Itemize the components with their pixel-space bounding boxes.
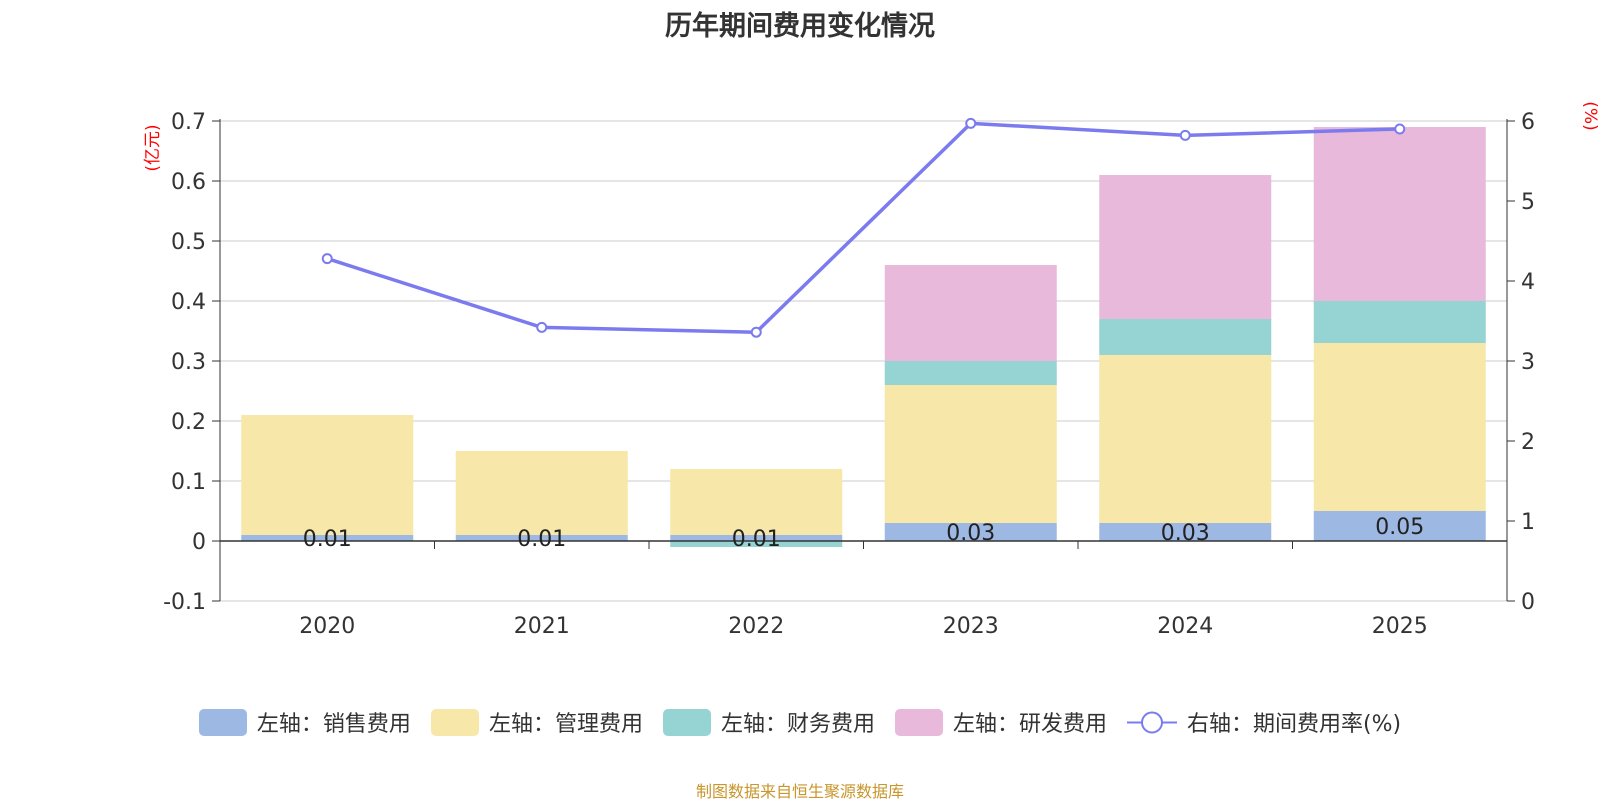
bar-finance <box>1313 301 1486 343</box>
x-axis-tick-label: 2020 <box>299 614 355 639</box>
bar-sales <box>1099 523 1272 541</box>
rate-point <box>1394 123 1406 135</box>
legend-item-finance[interactable]: 左轴：财务费用 <box>662 706 875 738</box>
left-axis-tick-label: 0.3 <box>171 350 206 375</box>
legend-label-admin: 左轴：管理费用 <box>488 712 643 737</box>
bar-finance <box>884 361 1057 385</box>
data-label-sales: 0.03 <box>1161 521 1210 546</box>
right-axis-tick-label: 6 <box>1521 110 1535 135</box>
bar-admin <box>455 451 628 535</box>
legend-swatch-sales <box>198 708 247 736</box>
right-axis-tick-label: 0 <box>1521 590 1535 615</box>
x-axis-tick-label: 2023 <box>943 614 999 639</box>
legend-label-sales: 左轴：销售费用 <box>256 712 411 737</box>
data-label-sales: 0.03 <box>946 521 995 546</box>
legend-item-rate[interactable]: 右轴：期间费用率(%) <box>1126 706 1402 738</box>
rate-point <box>321 253 333 265</box>
left-axis-tick-label: 0.4 <box>171 290 206 315</box>
left-axis-tick-label: -0.1 <box>163 590 206 615</box>
bar-admin <box>1099 355 1272 523</box>
left-axis-tick-label: 0.2 <box>171 410 206 435</box>
bar-rd <box>1099 175 1272 319</box>
legend-item-rd[interactable]: 左轴：研发费用 <box>894 706 1107 738</box>
legend-swatch-rd <box>894 708 943 736</box>
source-note: 制图数据来自恒生聚源数据库 <box>695 782 904 801</box>
bar-finance <box>1099 319 1272 355</box>
bar-admin <box>241 415 414 535</box>
legend: 左轴：销售费用 左轴：管理费用 左轴：财务费用 左轴：研发费用 右轴：期间费用率… <box>0 706 1600 738</box>
x-axis-tick-label: 2025 <box>1372 614 1428 639</box>
x-axis-tick-label: 2024 <box>1157 614 1213 639</box>
legend-swatch-finance <box>662 708 711 736</box>
legend-item-sales[interactable]: 左轴：销售费用 <box>198 706 411 738</box>
legend-line-circle-icon <box>1126 711 1177 733</box>
data-label-sales: 0.01 <box>517 527 566 552</box>
rate-point <box>1179 129 1191 141</box>
bar-admin <box>1313 343 1486 511</box>
left-axis-tick-label: 0 <box>192 530 206 555</box>
left-axis-tick-label: 0.1 <box>171 470 206 495</box>
rate-line <box>326 121 1400 334</box>
rate-point <box>536 321 548 333</box>
rate-point <box>750 326 762 338</box>
bar-admin <box>884 385 1057 523</box>
bar-sales <box>241 535 414 541</box>
data-label-sales: 0.01 <box>303 527 352 552</box>
left-axis-tick-label: 0.7 <box>171 110 206 135</box>
legend-label-rate: 右轴：期间费用率(%) <box>1186 712 1402 737</box>
left-axis-tick-label: 0.5 <box>171 230 206 255</box>
left-axis-tick-label: 0.6 <box>171 170 206 195</box>
right-axis-tick-label: 1 <box>1521 510 1535 535</box>
bar-admin <box>670 469 843 535</box>
right-axis-tick-label: 2 <box>1521 430 1535 455</box>
x-axis-tick-label: 2021 <box>514 614 570 639</box>
data-label-sales: 0.01 <box>732 527 781 552</box>
bar-sales <box>1313 511 1486 541</box>
right-axis-tick-label: 3 <box>1521 350 1535 375</box>
bar-rd <box>1313 127 1486 301</box>
right-axis-tick-label: 5 <box>1521 190 1535 215</box>
chart-title: 历年期间费用变化情况 <box>665 11 935 42</box>
legend-item-admin[interactable]: 左轴：管理费用 <box>430 706 643 738</box>
data-label-sales: 0.05 <box>1375 515 1424 540</box>
bar-rd <box>884 265 1057 361</box>
legend-swatch-admin <box>430 708 479 736</box>
bar-finance <box>670 541 843 547</box>
legend-label-rd: 左轴：研发费用 <box>952 712 1107 737</box>
right-axis-unit: (%) <box>1580 101 1600 130</box>
bar-sales <box>884 523 1057 541</box>
x-axis-tick-label: 2022 <box>728 614 784 639</box>
right-axis-tick-label: 4 <box>1521 270 1535 295</box>
legend-label-finance: 左轴：财务费用 <box>720 712 875 737</box>
left-axis-unit: (亿元) <box>143 124 163 171</box>
rate-point <box>965 117 977 129</box>
bar-sales <box>670 535 843 541</box>
bar-sales <box>455 535 628 541</box>
